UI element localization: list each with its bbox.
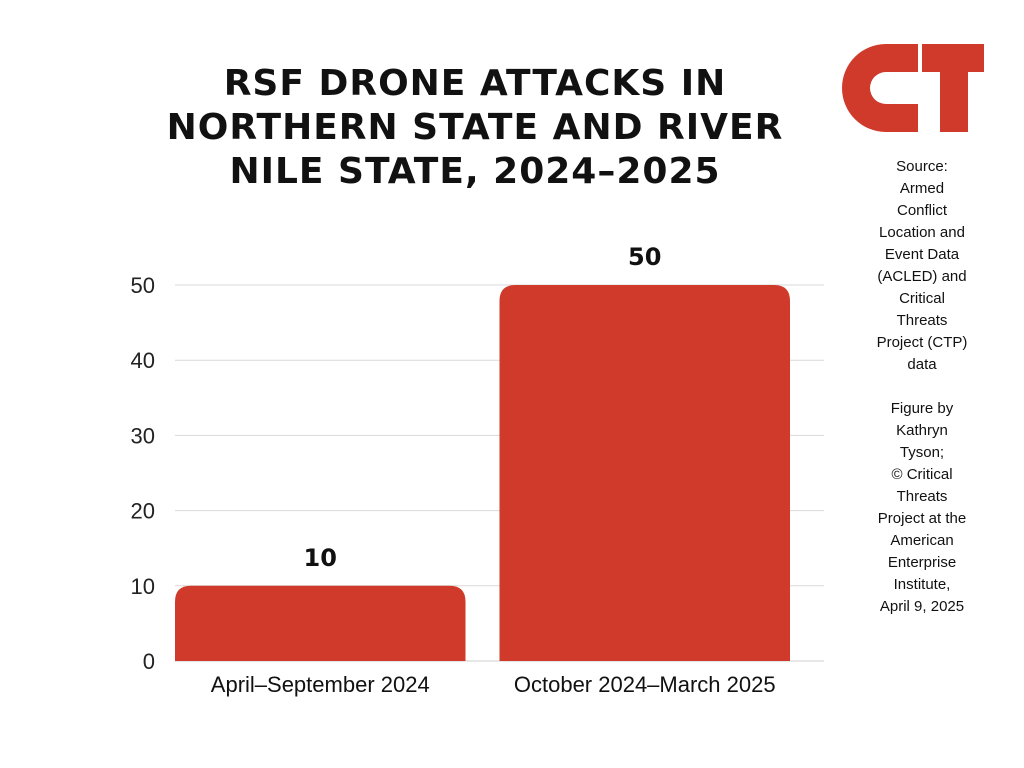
bar-chart: 0 10 20 30 40 50 10 April–September 2024 50 Octob… <box>131 243 824 697</box>
source-line: Armed <box>899 180 945 197</box>
ct-logo-c <box>842 44 918 132</box>
credit-line: © Critical <box>891 466 953 483</box>
sidebar-notes: Source: Armed Conflict Location and Even… <box>858 156 986 618</box>
source-line: (ACLED) and <box>877 268 967 285</box>
ct-logo-text: CT <box>912 93 914 95</box>
y-tick-label: 40 <box>131 348 155 373</box>
credit-line: Threats <box>896 488 948 505</box>
y-tick-label: 0 <box>143 649 155 674</box>
y-tick-label: 30 <box>131 423 155 448</box>
source-note: Source: Armed Conflict Location and Even… <box>858 156 986 376</box>
credit-line: Tyson; <box>899 444 945 461</box>
credit-line: Institute, <box>893 576 951 593</box>
credit-line: Project at the <box>877 510 967 527</box>
chart-title-line: NORTHERN STATE AND RIVER <box>166 107 784 148</box>
ct-logo-icon: CT <box>842 44 984 132</box>
y-tick-label: 50 <box>131 273 155 298</box>
x-category-label: April–September 2024 <box>211 672 430 697</box>
chart-title: RSF DRONE ATTACKS IN NORTHERN STATE AND … <box>150 62 800 194</box>
source-line: Location and <box>879 224 965 241</box>
chart-title-line: RSF DRONE ATTACKS IN <box>223 63 727 104</box>
credit-line: Enterprise <box>887 554 957 571</box>
credit-line: Figure by <box>890 400 954 417</box>
credit-line: April 9, 2025 <box>879 598 965 615</box>
credit-note: Figure by Kathryn Tyson; © Critical Thre… <box>858 398 986 618</box>
y-tick-label: 10 <box>131 574 155 599</box>
chart-title-line: NILE STATE, 2024–2025 <box>229 151 721 192</box>
ct-logo-t-stem <box>940 44 968 132</box>
credit-line: American <box>890 532 954 549</box>
data-label: 50 <box>628 243 661 271</box>
bar <box>499 285 790 661</box>
x-category-label: October 2024–March 2025 <box>514 672 776 697</box>
source-line: Event Data <box>884 246 960 263</box>
source-line: Critical <box>899 290 945 307</box>
source-line: Threats <box>896 312 948 329</box>
y-tick-label: 20 <box>131 499 155 524</box>
source-line: data <box>907 356 937 373</box>
source-line: Conflict <box>896 202 948 219</box>
data-label: 10 <box>304 544 337 572</box>
source-line: Source: <box>896 158 948 175</box>
bar <box>175 585 466 661</box>
source-line: Project (CTP) <box>876 334 968 351</box>
credit-line: Kathryn <box>896 422 948 439</box>
